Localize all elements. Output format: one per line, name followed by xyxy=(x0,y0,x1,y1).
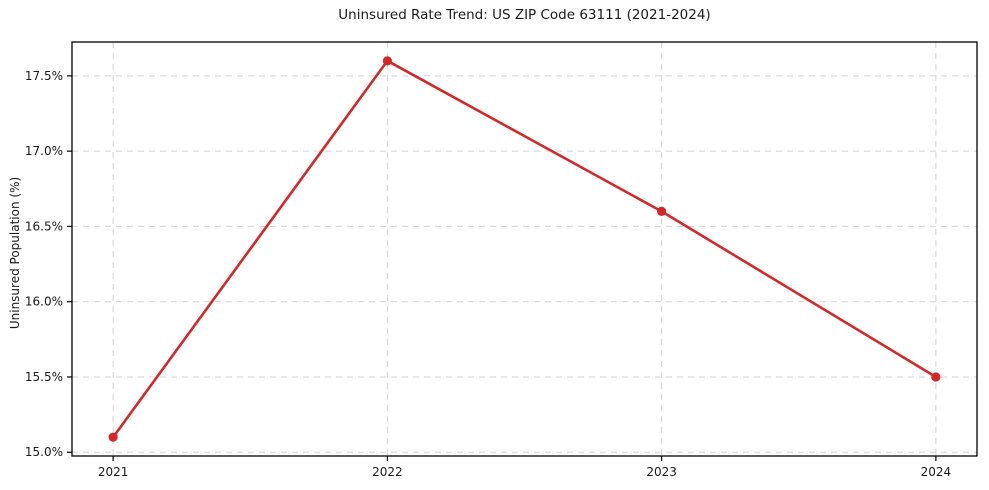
trend-line xyxy=(111,59,938,439)
x-tick-label: 2024 xyxy=(921,465,952,479)
x-tick-label: 2022 xyxy=(372,465,403,479)
data-point-marker xyxy=(108,432,118,442)
data-point-marker xyxy=(657,206,667,216)
data-point-marker xyxy=(382,56,392,66)
y-tick-label: 16.0% xyxy=(25,295,63,309)
chart-title: Uninsured Rate Trend: US ZIP Code 63111 … xyxy=(338,7,711,23)
y-tick-label: 17.0% xyxy=(25,144,63,158)
y-tick-label: 16.5% xyxy=(25,219,63,233)
y-tick-label: 15.0% xyxy=(25,445,63,459)
y-tick-label: 15.5% xyxy=(25,370,63,384)
y-tick-label: 17.5% xyxy=(25,69,63,83)
x-tick-label: 2023 xyxy=(646,465,677,479)
y-axis-label-text: Uninsured Population (%) xyxy=(8,176,22,330)
plot-area-border xyxy=(71,41,978,457)
x-tick-label: 2021 xyxy=(98,465,129,479)
data-point-marker xyxy=(931,372,941,382)
